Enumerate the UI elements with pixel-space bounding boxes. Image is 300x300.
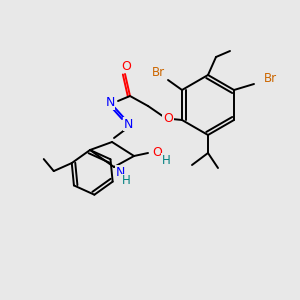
Text: O: O (163, 112, 173, 124)
Text: N: N (115, 166, 125, 178)
Text: Br: Br (263, 71, 277, 85)
Text: N: N (105, 97, 115, 110)
Text: H: H (162, 154, 170, 166)
Text: H: H (122, 175, 130, 188)
Text: Br: Br (152, 67, 165, 80)
Text: O: O (152, 146, 162, 158)
Text: N: N (123, 118, 133, 130)
Text: O: O (121, 59, 131, 73)
